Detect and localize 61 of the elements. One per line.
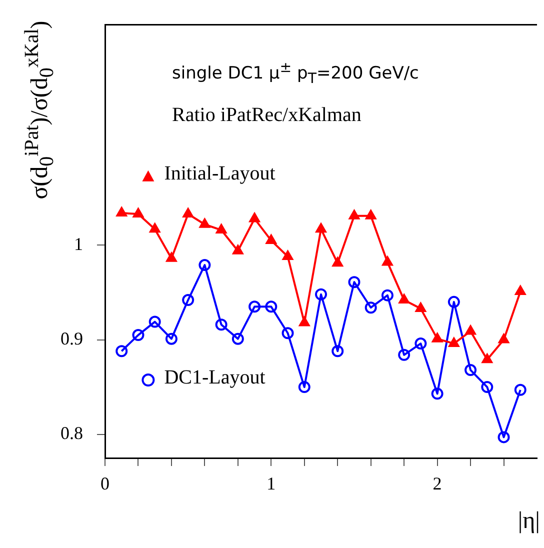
point — [182, 294, 194, 306]
point — [282, 250, 294, 260]
legend-label: DC1-Layout — [164, 366, 266, 388]
point — [366, 210, 376, 220]
point — [316, 223, 326, 233]
point — [381, 289, 394, 302]
point — [166, 252, 177, 262]
point — [266, 234, 276, 244]
point — [116, 207, 127, 217]
point — [498, 334, 510, 344]
point — [232, 244, 244, 254]
point — [198, 259, 211, 272]
x-tick-label: 1 — [266, 474, 276, 494]
point — [215, 318, 228, 331]
text: Ratio iPatRec/xKalman — [172, 104, 362, 127]
point — [364, 302, 377, 314]
point — [332, 257, 343, 267]
point — [248, 300, 261, 313]
point — [182, 208, 194, 218]
point — [282, 327, 294, 340]
y-tick-label: 0.9 — [60, 328, 83, 349]
point — [132, 208, 144, 218]
point — [165, 332, 178, 345]
point — [432, 332, 443, 342]
point — [150, 223, 160, 233]
point — [348, 210, 360, 220]
point — [265, 300, 278, 313]
point — [298, 381, 310, 394]
point — [415, 302, 426, 312]
point — [515, 286, 526, 296]
point — [464, 364, 477, 376]
point — [332, 345, 344, 358]
text: single DC1 μ$^{±}$ p$_{T}$=200 GeV/c — [172, 60, 419, 88]
point — [249, 212, 260, 222]
point — [414, 338, 427, 350]
x-axis-title: |η| — [518, 508, 540, 535]
point — [398, 294, 410, 304]
point — [199, 218, 210, 228]
point — [315, 288, 327, 300]
y-tick-label: 0.8 — [60, 423, 83, 444]
point — [116, 345, 128, 358]
point — [299, 316, 310, 326]
point — [514, 384, 526, 396]
point — [448, 338, 460, 348]
point — [148, 316, 161, 328]
point — [216, 224, 227, 234]
x-tick-label: 0 — [100, 474, 110, 494]
point — [465, 325, 476, 335]
point — [132, 329, 144, 342]
y-tick-label: 1 — [74, 234, 83, 254]
point — [348, 276, 360, 288]
x-tick-label: 2 — [432, 474, 442, 494]
point — [398, 348, 410, 361]
point — [382, 256, 393, 266]
point — [431, 388, 444, 400]
legend-label: Initial-Layout — [164, 162, 276, 185]
point — [481, 381, 494, 394]
point — [448, 296, 460, 308]
point — [482, 354, 492, 364]
point — [232, 332, 244, 345]
point — [498, 431, 510, 444]
